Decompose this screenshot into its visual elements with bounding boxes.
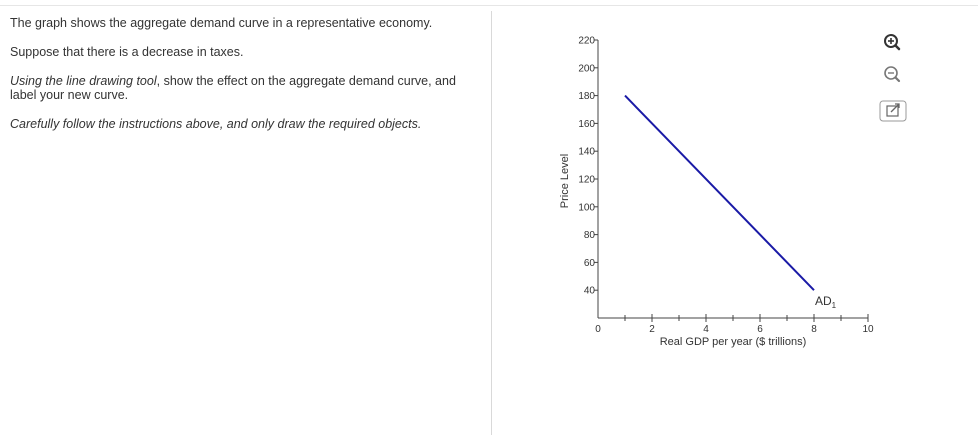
y-tick-label: 60 [584,258,596,269]
x-tick-label: 6 [757,324,763,335]
x-tick-label: 8 [811,324,817,335]
origin-label: 0 [595,324,601,335]
y-tick-label: 220 [578,36,595,47]
y-tick-label: 40 [584,286,596,297]
top-rule [0,5,978,6]
question-line-1: The graph shows the aggregate demand cur… [10,16,433,30]
zoom-in-icon[interactable] [878,32,908,54]
y-tick-label: 140 [578,147,595,158]
x-tick-label: 10 [862,324,874,335]
y-tick-label: 80 [584,230,596,241]
ad1-label: AD1 [815,294,837,310]
y-tick-label: 200 [578,63,595,74]
y-axis-label: Price Level [559,154,571,208]
popout-icon[interactable] [878,100,908,122]
tool-reference: Using the line drawing tool [10,74,157,88]
y-tick-label: 100 [578,202,595,213]
y-tick-label: 120 [578,175,595,186]
y-tick-label: 180 [578,91,595,102]
x-tick-label: 2 [649,324,655,335]
question-line-4: Carefully follow the instructions above,… [10,117,422,131]
question-panel: The graph shows the aggregate demand cur… [10,16,480,146]
question-line-3: Using the line drawing tool, show the ef… [10,74,480,102]
ad1-curve [624,94,815,291]
y-tick-label: 160 [578,119,595,130]
zoom-out-icon[interactable] [878,64,908,86]
x-axis-label: Real GDP per year ($ trillions) [660,336,807,348]
x-tick-label: 4 [703,324,709,335]
panel-divider [491,11,492,435]
question-line-3-rest: , show the effect on the aggregate deman… [10,74,456,102]
question-line-2: Suppose that there is a decrease in taxe… [10,45,244,59]
